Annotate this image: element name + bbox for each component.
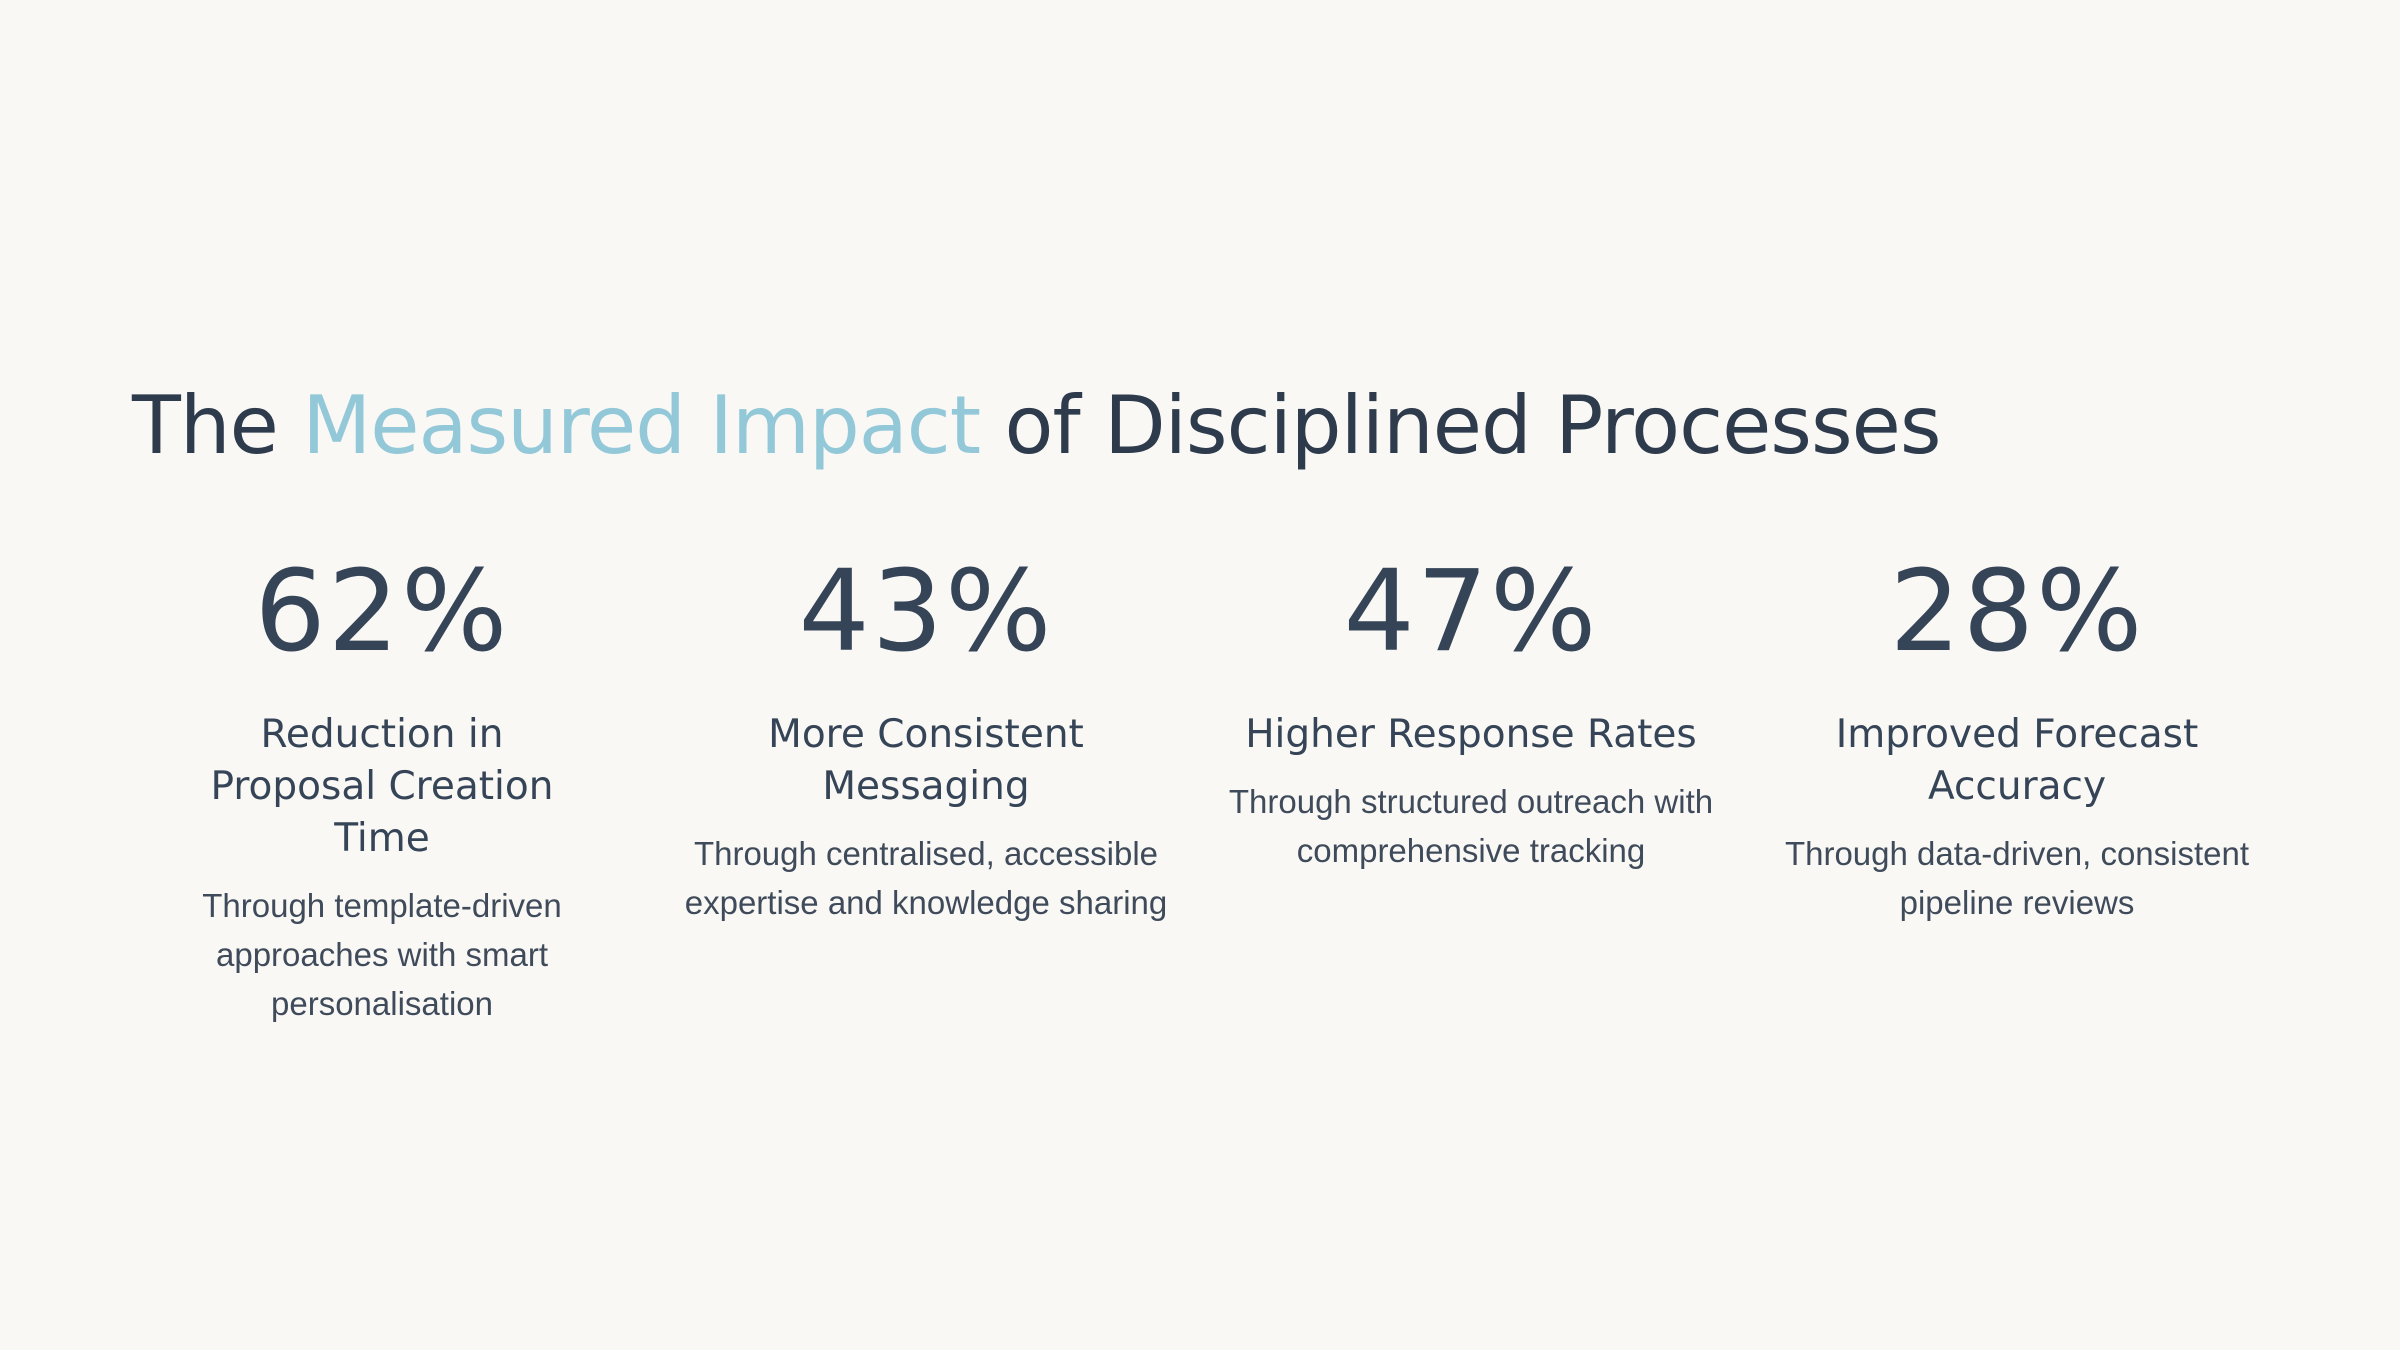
stat-consistent-messaging: 43% More Consistent Messaging Through ce… [666,545,1186,927]
title-prefix: The [132,379,303,472]
stat-proposal-time: 62% Reduction in Proposal Creation Time … [122,545,642,1028]
stat-label: Improved Forecast Accuracy [1835,712,2199,809]
stat-label: Higher Response Rates [1245,712,1697,757]
stat-response-rates: 47% Higher Response Rates Through struct… [1211,545,1731,875]
stat-description: Through centralised, accessible expertis… [684,835,1168,921]
stat-value: 62% [254,547,510,677]
page-title: The Measured Impact of Disciplined Proce… [132,378,1942,474]
stat-value: 28% [1889,547,2145,677]
stat-forecast-accuracy: 28% Improved Forecast Accuracy Through d… [1757,545,2277,927]
stat-value: 47% [1343,547,1599,677]
title-accent: Measured Impact [302,379,981,472]
stat-value: 43% [798,547,1054,677]
stat-description: Through data-driven, consistent pipeline… [1784,835,2250,921]
stat-description: Through template-driven approaches with … [202,887,562,1022]
stat-description: Through structured outreach with compreh… [1228,783,1714,869]
stat-label: More Consistent Messaging [768,712,1084,809]
stat-label: Reduction in Proposal Creation Time [210,712,554,861]
title-suffix: of Disciplined Processes [980,379,1942,472]
